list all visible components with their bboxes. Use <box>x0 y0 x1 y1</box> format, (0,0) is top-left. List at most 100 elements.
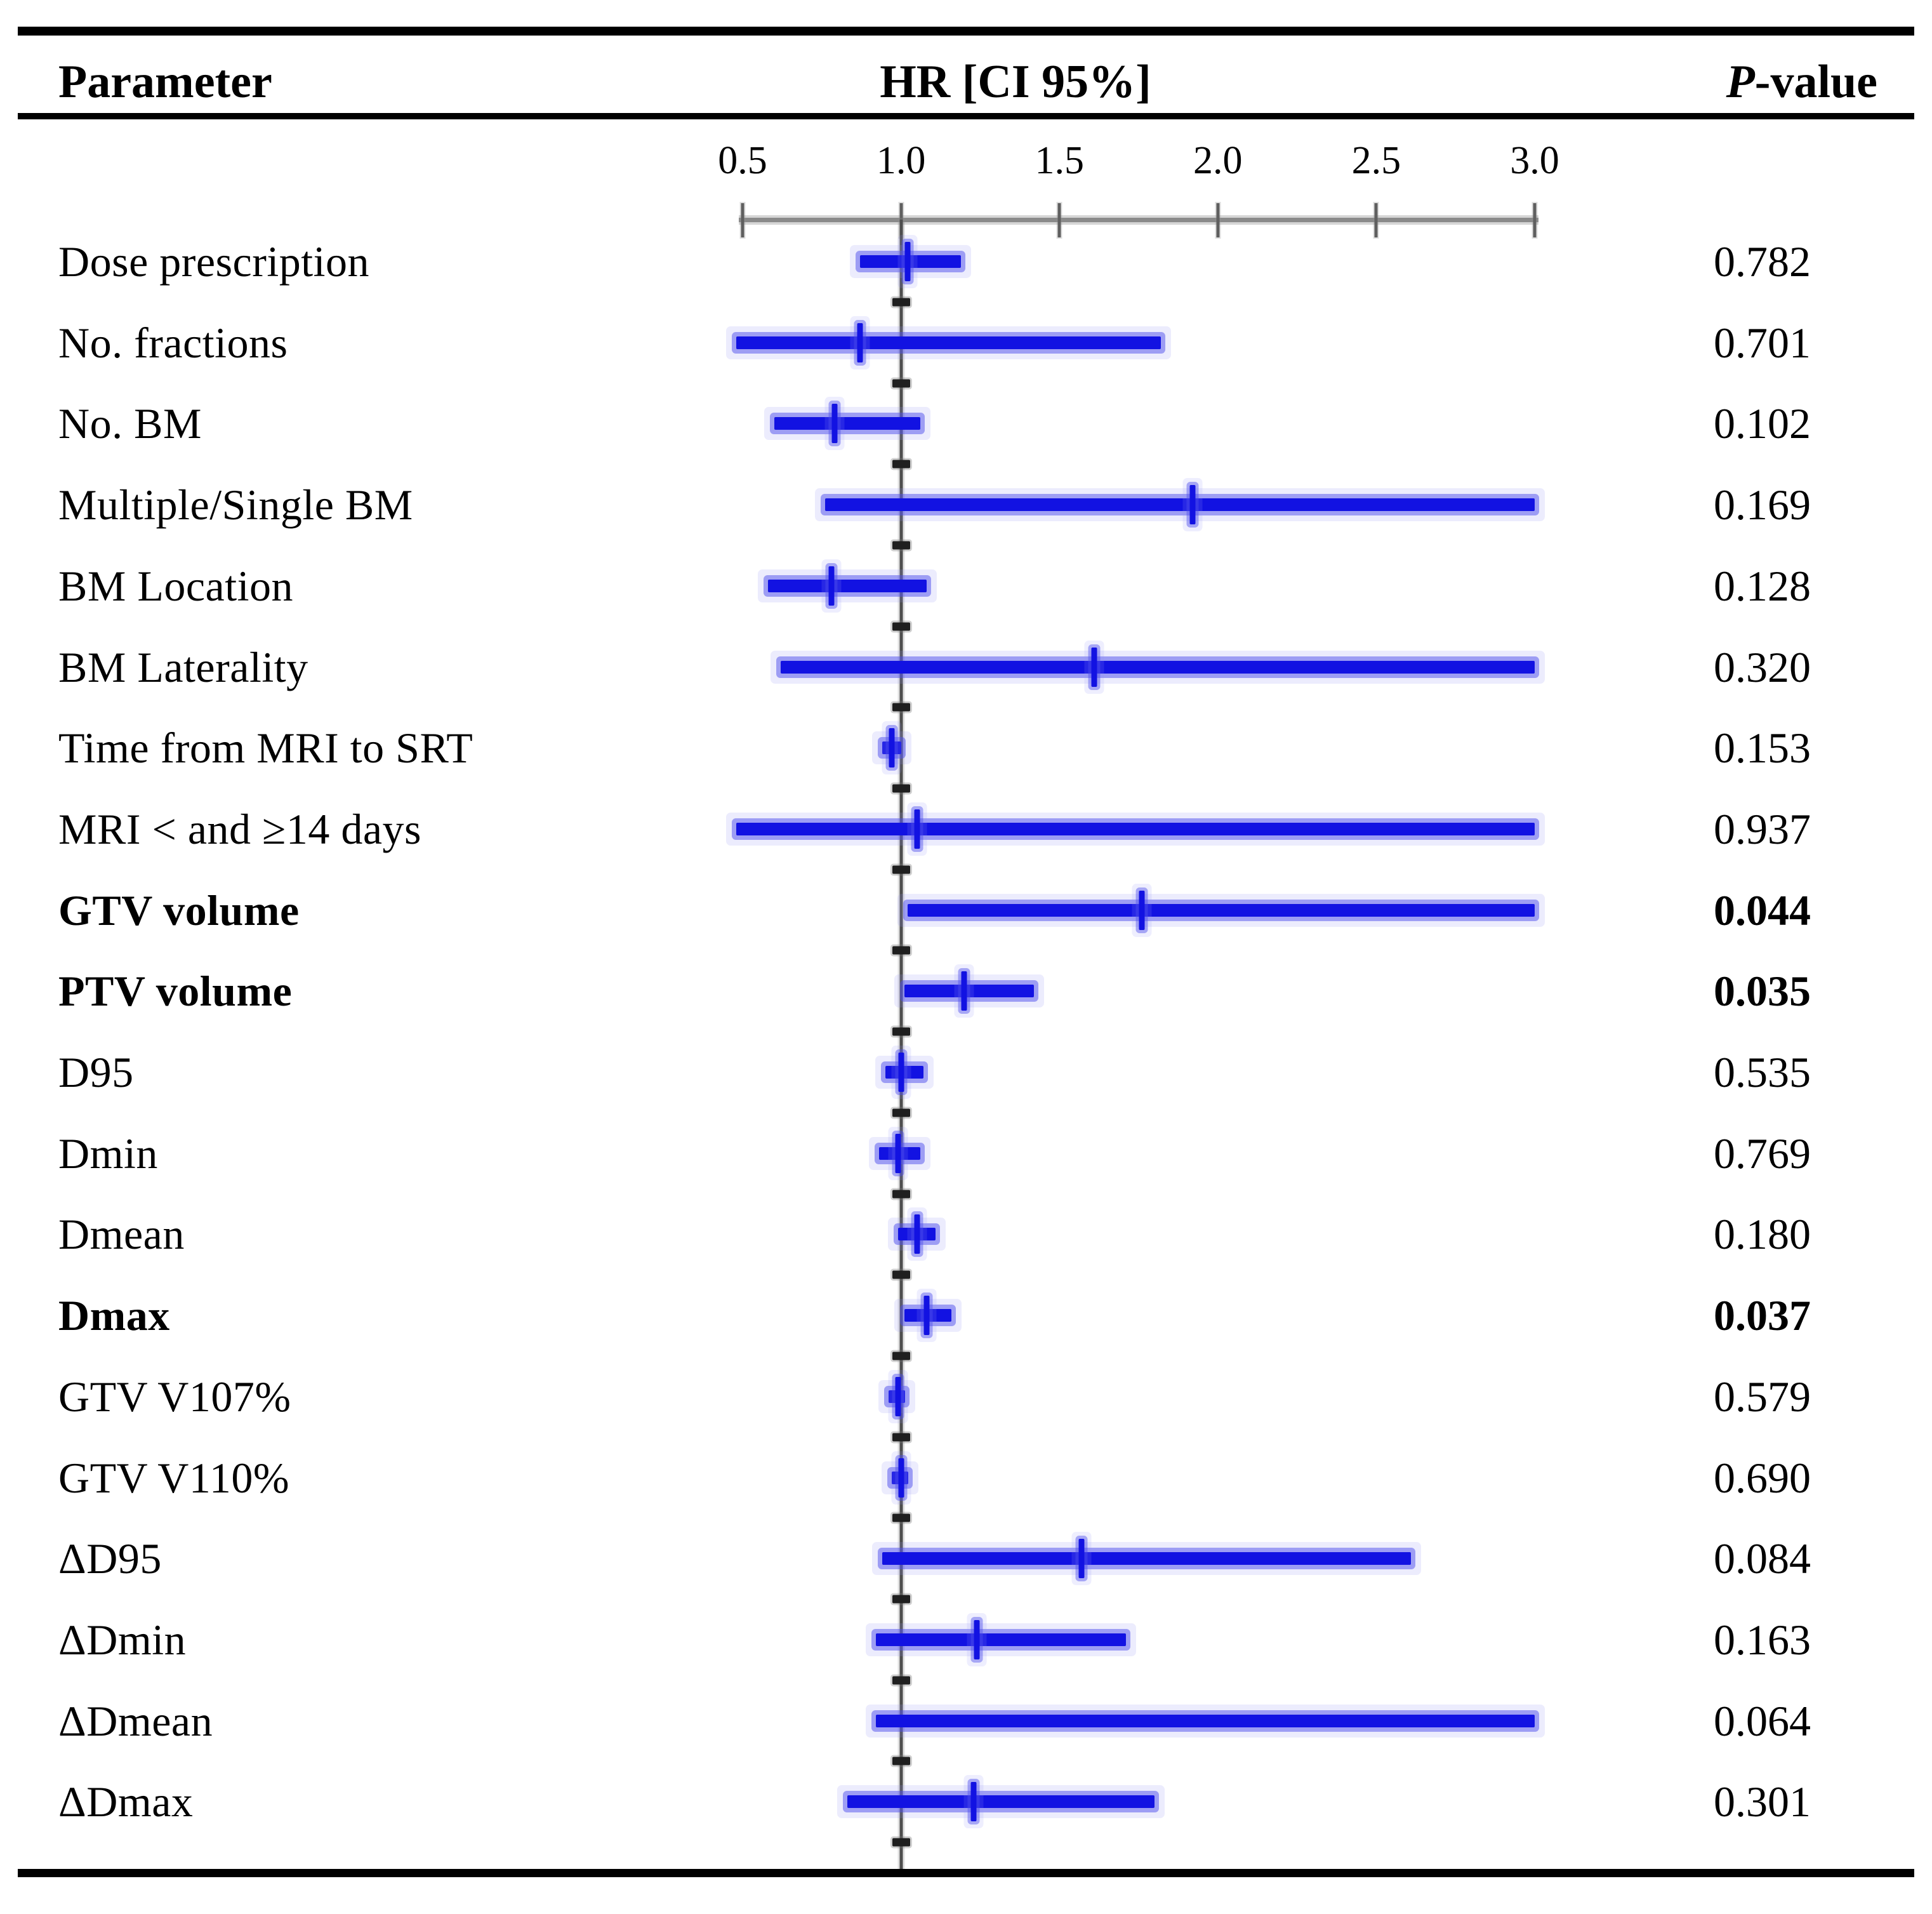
p-value-cell: 0.769 <box>1714 1129 1811 1178</box>
parameter-label: No. BM <box>58 399 202 448</box>
table-bottom-rule <box>18 1869 1914 1877</box>
parameter-label: BM Laterality <box>58 642 308 691</box>
parameter-label: D95 <box>58 1048 134 1096</box>
reference-line-dash <box>892 460 910 469</box>
axis-tick-mark <box>1533 203 1537 237</box>
reference-line-dash <box>892 1190 910 1199</box>
reference-line-dash <box>892 1838 910 1847</box>
reference-line <box>899 220 903 1869</box>
p-value-cell: 0.084 <box>1714 1534 1811 1583</box>
p-value-italic-p: P <box>1726 56 1755 108</box>
reference-line-dash <box>892 298 910 307</box>
reference-line-dash <box>892 1595 910 1604</box>
p-value-cell: 0.035 <box>1714 967 1811 1016</box>
reference-line-dash <box>892 1513 910 1522</box>
axis-tick-label: 3.0 <box>1510 139 1559 182</box>
reference-line-dash <box>892 1676 910 1685</box>
axis-tick-mark <box>741 203 744 237</box>
p-value-cell: 0.701 <box>1714 318 1811 367</box>
p-value-cell: 0.320 <box>1714 642 1811 691</box>
hr-point-marker <box>828 566 835 606</box>
reference-line-dash <box>892 541 910 550</box>
ci95-bar <box>736 822 1535 835</box>
ci95-bar <box>847 1795 1155 1809</box>
ci95-bar <box>767 579 927 592</box>
reference-line-dash <box>892 1433 910 1442</box>
parameter-label: GTV volume <box>58 886 300 934</box>
p-value-suffix: -value <box>1754 56 1877 108</box>
parameter-label: Dmean <box>58 1210 185 1259</box>
hr-point-marker <box>923 1296 930 1336</box>
p-value-cell: 0.153 <box>1714 724 1811 773</box>
ci95-bar <box>904 985 1035 998</box>
p-value-cell: 0.163 <box>1714 1615 1811 1664</box>
reference-line-dash <box>892 1027 910 1036</box>
axis-tick-label: 0.5 <box>718 139 767 182</box>
p-value-cell: 0.064 <box>1714 1696 1811 1745</box>
column-header-parameter: Parameter <box>58 56 272 108</box>
p-value-cell: 0.128 <box>1714 561 1811 610</box>
hr-point-marker <box>857 322 863 362</box>
hr-point-marker <box>831 404 838 444</box>
parameter-label: GTV V110% <box>58 1453 290 1502</box>
ci95-bar <box>824 498 1535 512</box>
ci95-bar <box>885 1066 923 1079</box>
parameter-label: No. fractions <box>58 318 288 367</box>
p-value-cell: 0.535 <box>1714 1048 1811 1096</box>
ci95-bar <box>736 336 1161 349</box>
ci95-bar <box>875 1714 1535 1727</box>
hr-point-marker <box>895 1376 901 1416</box>
parameter-label: ΔD95 <box>58 1534 162 1583</box>
axis-tick-mark <box>1374 203 1378 237</box>
hr-point-marker <box>898 1458 904 1498</box>
hr-point-marker <box>1078 1539 1085 1579</box>
ci95-bar <box>907 903 1535 917</box>
reference-line-dash <box>892 865 910 874</box>
parameter-label: PTV volume <box>58 967 293 1016</box>
axis-tick-mark <box>1216 203 1220 237</box>
reference-line-dash <box>892 1757 910 1765</box>
p-value-cell: 0.044 <box>1714 886 1811 934</box>
hr-point-marker <box>961 971 967 1011</box>
reference-line-dash <box>892 1108 910 1117</box>
ci95-bar <box>774 417 920 430</box>
ci95-bar <box>875 1633 1127 1646</box>
axis-tick-label: 2.5 <box>1351 139 1401 182</box>
table-top-rule <box>18 27 1914 36</box>
table-header-rule <box>18 113 1914 119</box>
hr-point-marker <box>1139 890 1145 930</box>
axis-tick-label: 2.0 <box>1193 139 1243 182</box>
hr-point-marker <box>898 1053 904 1092</box>
parameter-label: ΔDmin <box>58 1615 187 1664</box>
axis-tick-label: 1.5 <box>1035 139 1084 182</box>
parameter-label: ΔDmax <box>58 1778 194 1826</box>
parameter-label: Dose prescription <box>58 237 370 286</box>
reference-line-dash <box>892 622 910 631</box>
axis-tick-label: 1.0 <box>876 139 926 182</box>
column-header-p-value: P-value <box>1726 58 1877 105</box>
hr-point-marker <box>895 1133 901 1173</box>
p-value-cell: 0.301 <box>1714 1778 1811 1826</box>
hr-point-marker <box>904 242 911 281</box>
hr-point-marker <box>970 1782 977 1822</box>
column-header-hr-ci: HR [CI 95%] <box>880 56 1151 108</box>
hr-point-marker <box>914 809 920 849</box>
ci95-bar <box>882 1552 1412 1565</box>
parameter-label: Dmax <box>58 1291 170 1340</box>
axis-ruler <box>739 218 1538 222</box>
p-value-cell: 0.937 <box>1714 804 1811 853</box>
parameter-label: Multiple/Single BM <box>58 481 413 529</box>
parameter-label: BM Location <box>58 561 294 610</box>
reference-line-dash <box>892 946 910 955</box>
reference-line-dash <box>892 784 910 793</box>
p-value-cell: 0.169 <box>1714 481 1811 529</box>
parameter-label: GTV V107% <box>58 1372 291 1421</box>
ci95-bar <box>859 255 962 268</box>
ci95-bar <box>780 660 1535 674</box>
hr-point-marker <box>974 1619 980 1659</box>
reference-line-dash <box>892 379 910 388</box>
reference-line-dash <box>892 703 910 712</box>
parameter-label: ΔDmean <box>58 1696 213 1745</box>
p-value-cell: 0.690 <box>1714 1453 1811 1502</box>
